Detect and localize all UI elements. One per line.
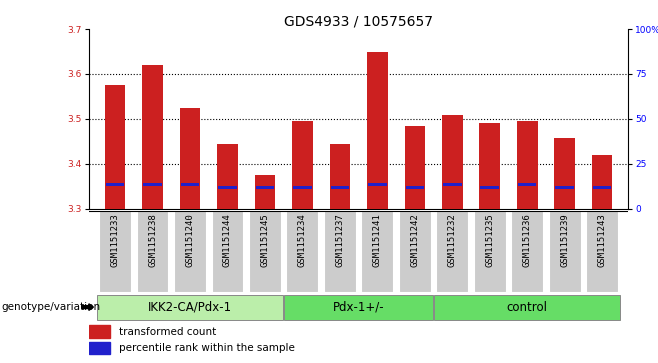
Bar: [284, 295, 433, 320]
Text: Pdx-1+/-: Pdx-1+/-: [333, 301, 384, 314]
Bar: [286, 211, 318, 292]
Bar: [368, 183, 387, 186]
Bar: [361, 211, 393, 292]
Bar: [480, 186, 499, 189]
Bar: [399, 211, 431, 292]
Bar: [137, 211, 168, 292]
Bar: [555, 138, 575, 209]
Bar: [434, 295, 620, 320]
Text: GSM1151243: GSM1151243: [597, 213, 607, 267]
Bar: [293, 186, 312, 189]
Bar: [549, 211, 580, 292]
Bar: [367, 52, 388, 209]
Bar: [443, 183, 461, 186]
Bar: [105, 85, 126, 209]
Bar: [555, 186, 574, 189]
Bar: [249, 211, 281, 292]
Bar: [89, 342, 111, 354]
Bar: [511, 211, 543, 292]
Text: GSM1151244: GSM1151244: [223, 213, 232, 267]
Bar: [181, 183, 199, 186]
Bar: [593, 186, 611, 189]
Bar: [330, 186, 349, 189]
Bar: [518, 183, 536, 186]
Text: transformed count: transformed count: [118, 327, 216, 337]
Text: GSM1151234: GSM1151234: [298, 213, 307, 267]
Bar: [592, 155, 613, 209]
Bar: [405, 126, 425, 209]
Bar: [405, 186, 424, 189]
Bar: [99, 211, 131, 292]
Bar: [586, 211, 618, 292]
Bar: [89, 325, 111, 338]
Bar: [436, 211, 468, 292]
Bar: [256, 186, 274, 189]
Text: GSM1151239: GSM1151239: [560, 213, 569, 267]
Bar: [180, 108, 200, 209]
Bar: [292, 121, 313, 209]
Bar: [174, 211, 206, 292]
Text: GSM1151237: GSM1151237: [336, 213, 344, 267]
Bar: [474, 211, 506, 292]
Bar: [324, 211, 356, 292]
Bar: [217, 144, 238, 209]
Text: GSM1151232: GSM1151232: [448, 213, 457, 267]
Bar: [480, 123, 500, 209]
Text: IKK2-CA/Pdx-1: IKK2-CA/Pdx-1: [148, 301, 232, 314]
Text: GSM1151242: GSM1151242: [411, 213, 419, 267]
Bar: [442, 115, 463, 209]
Bar: [97, 295, 283, 320]
Text: genotype/variation: genotype/variation: [1, 302, 101, 312]
Text: GSM1151235: GSM1151235: [485, 213, 494, 267]
Text: GSM1151236: GSM1151236: [522, 213, 532, 267]
Bar: [211, 211, 243, 292]
Bar: [143, 183, 162, 186]
Bar: [142, 65, 163, 209]
Bar: [330, 144, 350, 209]
Text: GDS4933 / 10575657: GDS4933 / 10575657: [284, 15, 433, 29]
Text: GSM1151245: GSM1151245: [261, 213, 269, 267]
Text: GSM1151238: GSM1151238: [148, 213, 157, 267]
Text: control: control: [507, 301, 547, 314]
Bar: [218, 186, 237, 189]
Text: GSM1151233: GSM1151233: [111, 213, 120, 267]
Bar: [255, 175, 275, 209]
Bar: [106, 183, 124, 186]
Text: GSM1151240: GSM1151240: [186, 213, 195, 267]
Text: GSM1151241: GSM1151241: [373, 213, 382, 267]
Text: percentile rank within the sample: percentile rank within the sample: [118, 343, 294, 353]
Bar: [517, 121, 538, 209]
